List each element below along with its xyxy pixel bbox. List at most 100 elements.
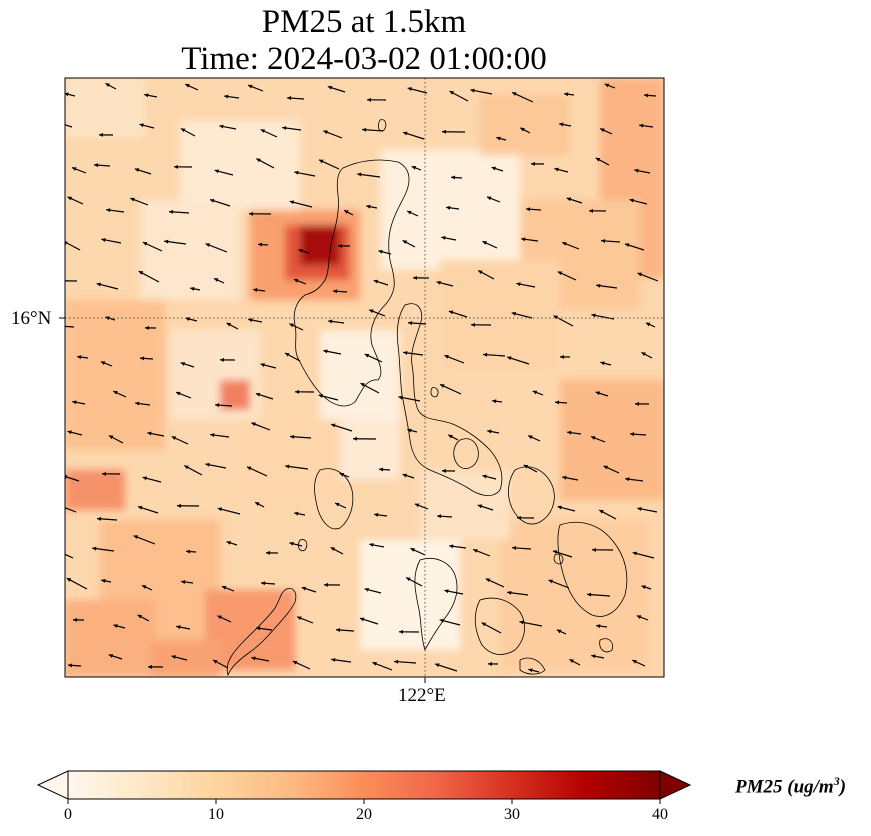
wind-vector-head <box>205 243 211 247</box>
wind-vector-head <box>629 198 634 203</box>
colorbar-max-extend <box>659 770 692 800</box>
colorbar-tick-label: 20 <box>356 806 372 823</box>
concentration-patch <box>65 300 165 450</box>
wind-vector-head <box>399 629 404 634</box>
wind-vector-head <box>336 628 341 633</box>
colorbar-tick-marks <box>67 799 661 804</box>
wind-vector-head <box>101 238 106 242</box>
concentration-patch <box>560 380 664 500</box>
wind-vector-head <box>521 237 526 242</box>
wind-vector-head <box>249 211 254 216</box>
wind-vector-head <box>414 503 420 508</box>
wind-vector-head <box>599 510 604 514</box>
wind-vector-head <box>360 383 365 387</box>
wind-vector-head <box>339 472 345 477</box>
wind-vector-head <box>213 659 218 664</box>
wind-vector-head <box>138 505 143 510</box>
wind-vector-head <box>65 475 68 479</box>
wind-vector-head <box>451 175 456 180</box>
wind-vector-head <box>226 540 231 545</box>
concentration-patch <box>500 520 650 670</box>
wind-vector-head <box>217 615 222 620</box>
wind-vector-head <box>364 587 369 592</box>
wind-vector-head <box>511 311 517 316</box>
wind-vector-head <box>137 614 143 619</box>
wind-vector-head <box>260 363 265 367</box>
latitude-label: 16°N <box>11 308 52 329</box>
wind-vector-head <box>226 322 232 327</box>
wind-vector-head <box>295 389 300 394</box>
wind-vector-head <box>289 200 295 205</box>
wind-vector-head <box>301 586 307 591</box>
wind-vector-head <box>106 208 111 213</box>
wind-vector-head <box>164 239 169 244</box>
wind-vector-head <box>58 505 62 509</box>
wind-vector-head <box>592 547 597 552</box>
wind-vector-head <box>567 430 572 435</box>
wind-vector-head <box>220 357 225 362</box>
wind-vector-head <box>190 286 195 291</box>
wind-vector-head <box>496 136 501 141</box>
wind-vector-head <box>512 545 517 550</box>
wind-vector-head <box>379 467 384 472</box>
wind-vector-head <box>319 159 324 164</box>
wind-vector-head <box>186 549 191 554</box>
wind-vector-head <box>407 210 412 215</box>
wind-vector-head <box>369 309 374 314</box>
wind-vector-head <box>435 663 440 668</box>
concentration-patch <box>65 78 145 138</box>
wind-vector-head <box>258 242 263 247</box>
wind-vector-head <box>338 243 343 248</box>
wind-vector-head <box>256 158 261 163</box>
wind-vector-head <box>67 430 72 435</box>
wind-vector-head <box>113 624 118 628</box>
wind-vector-head <box>72 167 77 171</box>
wind-vector-head <box>290 434 295 439</box>
wind-vector-head <box>442 468 447 473</box>
concentration-patch <box>380 150 520 270</box>
wind-vector-head <box>398 395 403 400</box>
wind-vector-head <box>214 278 219 282</box>
wind-vector-head <box>135 401 140 406</box>
concentration-patch <box>180 120 300 210</box>
concentration-patch <box>440 260 560 370</box>
wind-vector-head <box>440 384 445 388</box>
wind-vector-head <box>520 127 525 132</box>
wind-vector-head <box>176 391 181 396</box>
wind-vector-head <box>180 362 186 366</box>
concentration-patch <box>150 640 220 677</box>
wind-vector-head <box>181 579 186 584</box>
wind-vector-head <box>632 551 638 556</box>
wind-vector-head <box>248 84 253 89</box>
wind-vector-head <box>394 659 399 664</box>
wind-vector-head <box>92 546 97 551</box>
wind-vector-head <box>407 87 412 91</box>
wind-vector-head <box>176 625 181 630</box>
wind-vector-head <box>171 436 177 440</box>
wind-vector-head <box>185 84 190 88</box>
wind-vector-head <box>287 96 292 101</box>
wind-vectors <box>58 82 659 673</box>
wind-vector-head <box>512 92 517 96</box>
colorbar-tick-label: 30 <box>504 806 520 823</box>
wind-vector-head <box>217 507 223 512</box>
wind-vector-head <box>324 582 329 587</box>
wind-vector-head <box>635 401 640 406</box>
wind-vector-head <box>411 165 417 170</box>
wind-vector-head <box>562 242 567 246</box>
wind-vector-head <box>184 465 189 470</box>
wind-vector-head <box>470 88 475 93</box>
wind-vector-head <box>215 403 220 408</box>
wind-vector-head <box>364 353 370 358</box>
wind-vector-head <box>600 361 605 366</box>
wind-vector-head <box>359 617 365 622</box>
wind-vector-head <box>478 270 483 275</box>
wind-vector-head <box>439 618 445 623</box>
wind-vector-head <box>67 196 73 201</box>
wind-vector-head <box>180 128 186 133</box>
wind-vector-head <box>256 626 261 631</box>
wind-vector-head <box>507 356 512 361</box>
wind-vector-head <box>596 624 601 629</box>
wind-vector-head <box>634 168 639 173</box>
wind-vector-head <box>408 321 413 326</box>
